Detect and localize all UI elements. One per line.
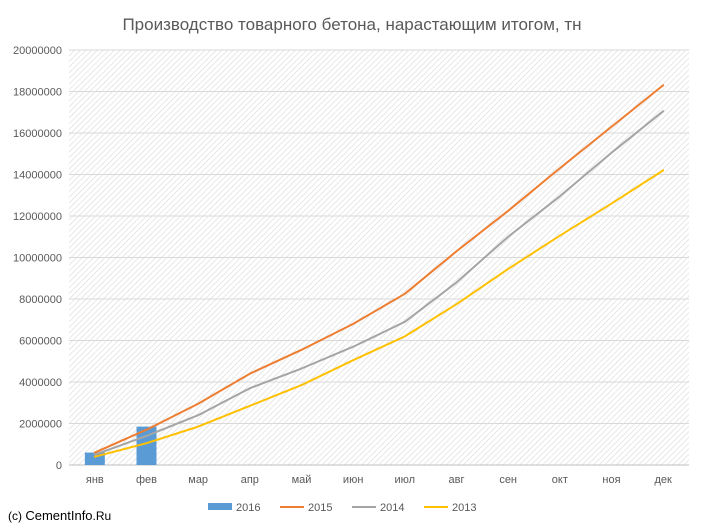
legend: 2016 2015 2014 2013 (208, 502, 476, 514)
watermark-prefix: (c) (8, 509, 25, 523)
x-tick-label: ноя (602, 474, 620, 486)
watermark: (c) CementInfo.Ru (8, 508, 111, 523)
y-tick-label: 20000000 (13, 45, 62, 57)
series-lines (93, 84, 665, 458)
x-tick-label: дек (654, 474, 672, 486)
x-axis: янв фев мар апр май июн июл авг сен окт ноя дек (86, 474, 672, 486)
chart-title: Производство товарного бетона, нарастающ… (122, 15, 581, 34)
y-tick-label: 12000000 (13, 211, 62, 223)
line-series-2014 (93, 110, 665, 456)
y-tick-label: 14000000 (13, 170, 62, 182)
y-tick-label: 18000000 (13, 87, 62, 99)
legend-swatch-2016 (208, 503, 232, 510)
y-tick-label: 6000000 (19, 336, 62, 348)
y-axis: 0 2000000 4000000 6000000 8000000 10000000 120… (13, 45, 62, 472)
legend-label-2013: 2013 (452, 502, 476, 514)
legend-label-2014: 2014 (380, 502, 404, 514)
x-tick-label: окт (552, 474, 568, 486)
y-tick-label: 2000000 (19, 419, 62, 431)
x-tick-label: сен (499, 474, 517, 486)
line-series-2013 (93, 169, 665, 458)
x-tick-label: авг (449, 474, 465, 486)
watermark-site: CementInfo (25, 508, 92, 523)
bar-2016-фев (136, 426, 157, 465)
y-tick-label: 10000000 (13, 253, 62, 265)
y-tick-label: 0 (56, 460, 62, 472)
y-tick-label: 8000000 (19, 294, 62, 306)
x-tick-label: июл (395, 474, 416, 486)
x-tick-label: мар (188, 474, 208, 486)
x-tick-label: июн (343, 474, 363, 486)
x-tick-label: фев (136, 474, 157, 486)
legend-label-2016: 2016 (236, 502, 260, 514)
x-tick-label: янв (86, 474, 104, 486)
legend-label-2015: 2015 (308, 502, 332, 514)
y-tick-label: 16000000 (13, 128, 62, 140)
x-tick-label: апр (241, 474, 259, 486)
watermark-suffix: .Ru (93, 509, 112, 523)
y-tick-label: 4000000 (19, 377, 62, 389)
x-tick-label: май (292, 474, 312, 486)
line-series-2015 (93, 84, 665, 454)
